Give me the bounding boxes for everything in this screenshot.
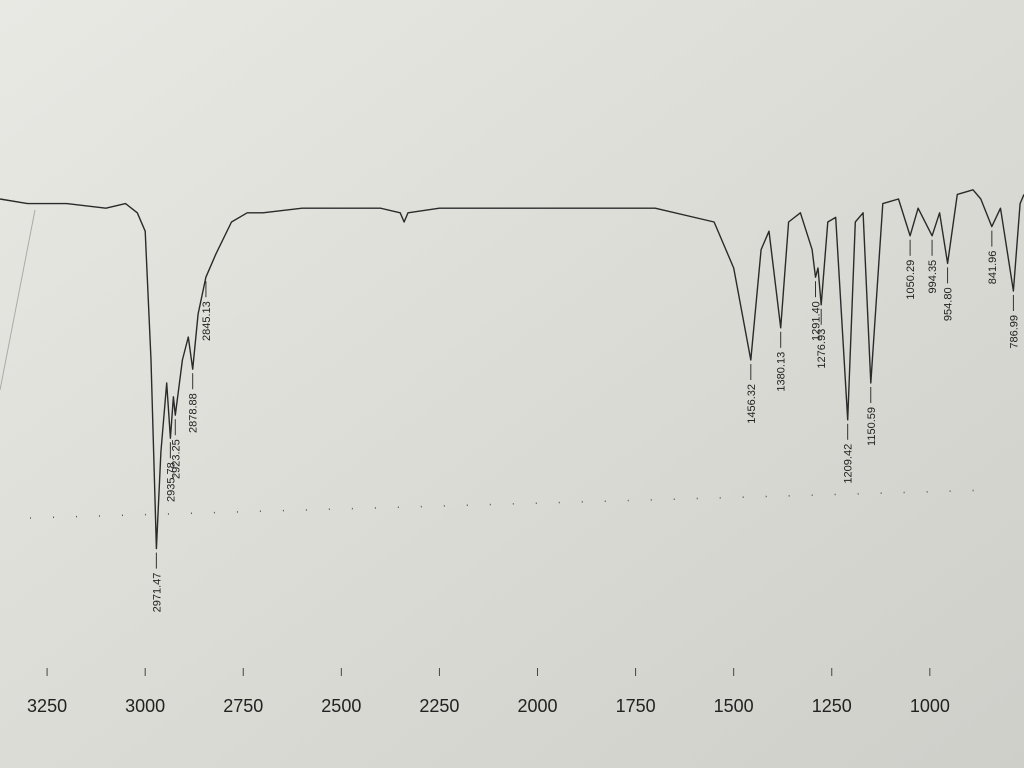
- peak-label: 1050.29: [905, 260, 917, 300]
- x-tick-label: 2500: [321, 696, 361, 716]
- peak-label: 1276.93: [816, 329, 828, 369]
- spectrum-line: [0, 189, 1024, 550]
- peak-label: 2878.88: [188, 393, 200, 433]
- x-tick-label: 2000: [517, 696, 557, 716]
- peak-label: 2845.13: [201, 301, 213, 341]
- peak-label: 2923.25: [170, 439, 182, 479]
- x-tick-label: 1750: [616, 696, 656, 716]
- x-tick-label: 1250: [812, 696, 852, 716]
- x-tick-label: 3250: [27, 696, 67, 716]
- peak-label: 1209.42: [843, 444, 855, 484]
- x-tick-label: 1000: [910, 696, 950, 716]
- peak-label: 2935.78: [165, 462, 177, 502]
- peak-label: 1380.13: [776, 352, 788, 392]
- peak-label: 994.35: [927, 260, 939, 294]
- x-tick-label: 3000: [125, 696, 165, 716]
- paper-crease: [0, 209, 36, 391]
- x-tick-label: 2250: [419, 696, 459, 716]
- x-tick-label: 2750: [223, 696, 263, 716]
- peak-label: 1456.32: [746, 384, 758, 424]
- peak-label: 841.96: [987, 251, 999, 285]
- peak-label: 786.99: [1008, 315, 1020, 349]
- x-tick-label: 1500: [714, 696, 754, 716]
- peak-label: 1291.40: [811, 301, 823, 341]
- peak-label: 2971.47: [151, 573, 163, 613]
- peak-label: 1150.59: [866, 407, 878, 446]
- peak-label: 954.80: [943, 287, 955, 321]
